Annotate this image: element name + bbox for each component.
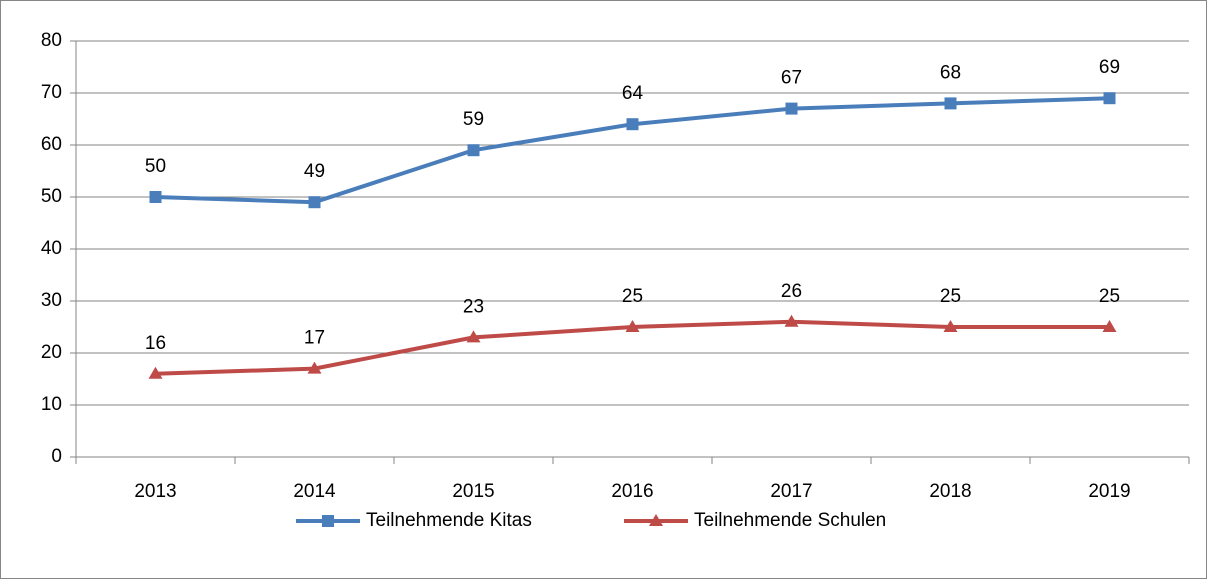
y-tick-label: 50 xyxy=(41,186,62,207)
point-marker xyxy=(785,102,798,115)
point-marker xyxy=(1103,92,1116,105)
legend-label: Teilnehmende Schulen xyxy=(694,510,886,531)
data-label: 23 xyxy=(463,296,484,317)
point-marker xyxy=(625,320,640,332)
data-label: 49 xyxy=(304,161,325,182)
x-tick-label: 2014 xyxy=(293,481,336,502)
data-label: 17 xyxy=(304,328,325,349)
y-tick-label: 20 xyxy=(41,342,62,363)
x-tick-label: 2013 xyxy=(134,481,176,502)
y-tick-label: 0 xyxy=(51,446,62,467)
point-marker xyxy=(943,320,958,332)
point-marker xyxy=(467,144,480,157)
point-marker xyxy=(1102,320,1117,332)
data-label: 67 xyxy=(781,68,802,89)
y-tick-label: 60 xyxy=(41,134,62,155)
point-marker xyxy=(148,366,163,379)
y-tick-label: 10 xyxy=(41,394,62,415)
data-label: 59 xyxy=(463,109,484,130)
point-marker xyxy=(466,330,481,343)
x-tick-label: 2018 xyxy=(929,481,971,502)
data-label: 68 xyxy=(940,62,961,83)
y-tick-label: 70 xyxy=(41,82,62,103)
data-label: 50 xyxy=(145,156,166,177)
point-marker xyxy=(308,196,321,209)
legend-marker xyxy=(649,514,663,526)
legend-marker xyxy=(322,515,334,527)
x-tick-label: 2015 xyxy=(452,481,494,502)
data-label: 25 xyxy=(622,286,643,307)
y-tick-label: 80 xyxy=(41,30,62,51)
point-marker xyxy=(307,361,322,374)
data-label: 64 xyxy=(622,83,644,104)
data-label: 25 xyxy=(940,286,961,307)
y-tick-label: 30 xyxy=(41,290,62,311)
point-marker xyxy=(626,118,639,131)
point-marker xyxy=(784,314,799,327)
point-marker xyxy=(944,97,957,110)
x-tick-label: 2017 xyxy=(770,481,812,502)
x-tick-label: 2016 xyxy=(611,481,653,502)
x-tick-label: 2019 xyxy=(1088,481,1130,502)
data-label: 25 xyxy=(1099,286,1120,307)
point-marker xyxy=(149,191,162,203)
y-tick-label: 40 xyxy=(41,238,62,259)
legend-label: Teilnehmende Kitas xyxy=(366,510,532,531)
data-label: 16 xyxy=(145,333,166,354)
data-label: 69 xyxy=(1099,57,1120,78)
data-label: 26 xyxy=(781,281,802,302)
